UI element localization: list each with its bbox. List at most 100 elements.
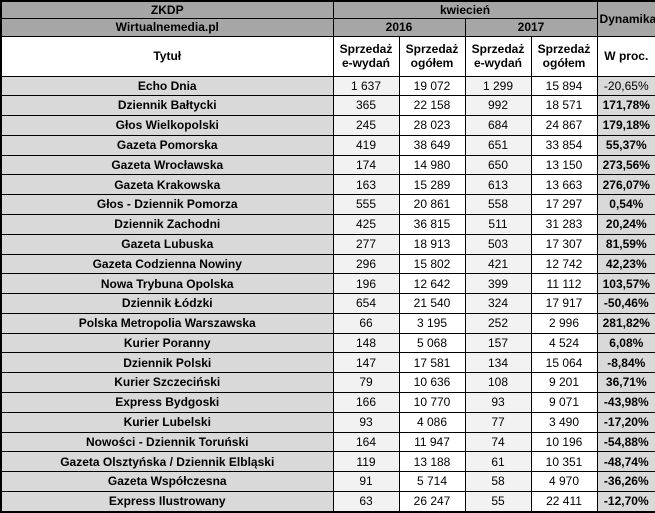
table-row: Echo Dnia 1 637 19 072 1 299 15 894 -20,65% bbox=[0, 75, 655, 97]
e-editions-2016-cell: 63 bbox=[332, 490, 400, 513]
total-sales-2016-cell: 10 770 bbox=[398, 392, 466, 413]
total-sales-2016-cell: 11 947 bbox=[398, 431, 466, 453]
header-row-years: Wirtualnemedia.pl 2016 2017 bbox=[0, 17, 655, 37]
dynamics-cell: -54,88% bbox=[596, 431, 655, 453]
total-sales-2017-cell: 12 742 bbox=[530, 253, 598, 275]
total-sales-2016-cell: 5 068 bbox=[398, 332, 466, 354]
total-sales-2017-cell: 4 524 bbox=[530, 332, 598, 354]
total-sales-2016-cell: 3 195 bbox=[398, 312, 466, 334]
e-editions-2016-cell: 245 bbox=[332, 115, 400, 136]
total-sales-2016-cell: 20 861 bbox=[398, 194, 466, 215]
table-row: Kurier Poranny 148 5 068 157 4 524 6,08% bbox=[0, 332, 655, 354]
row-title-cell: Nowa Trybuna Opolska bbox=[0, 273, 334, 295]
percent-column-header: W proc. bbox=[596, 35, 655, 77]
e-editions-2016-cell: 654 bbox=[332, 293, 400, 314]
row-title-cell: Express Bydgoski bbox=[0, 392, 334, 413]
e-editions-2017-cell: 55 bbox=[464, 490, 532, 513]
total-sales-2017-cell: 33 854 bbox=[530, 134, 598, 156]
total-sales-2016-cell: 12 642 bbox=[398, 273, 466, 295]
row-title-cell: Nowości - Dziennik Toruński bbox=[0, 431, 334, 453]
table-row: Nowości - Dziennik Toruński 164 11 947 74 10… bbox=[0, 431, 655, 453]
total-sales-2016-cell: 21 540 bbox=[398, 293, 466, 314]
row-title-cell: Gazeta Lubuska bbox=[0, 233, 334, 255]
dynamics-cell: -17,20% bbox=[596, 411, 655, 433]
e-editions-2016-cell: 277 bbox=[332, 233, 400, 255]
table-row: Express Ilustrowany 63 26 247 55 22 411 -12,7… bbox=[0, 490, 655, 513]
e-editions-2016-cell: 419 bbox=[332, 134, 400, 156]
table-row: Dziennik Zachodni 425 36 815 511 31 283 20,24… bbox=[0, 213, 655, 235]
table-row: Nowa Trybuna Opolska 196 12 642 399 11 112 10… bbox=[0, 273, 655, 295]
e-editions-2017-cell: 1 299 bbox=[464, 75, 532, 97]
table-row: Kurier Szczeciński 79 10 636 108 9 201 36,71% bbox=[0, 372, 655, 393]
row-title-cell: Dziennik Bałtycki bbox=[0, 95, 334, 117]
dynamics-cell: -50,46% bbox=[596, 293, 655, 314]
e-editions-2016-cell: 119 bbox=[332, 451, 400, 473]
row-title-cell: Polska Metropolia Warszawska bbox=[0, 312, 334, 334]
dynamics-cell: 276,07% bbox=[596, 174, 655, 196]
table-row: Express Bydgoski 166 10 770 93 9 071 -43,98% bbox=[0, 392, 655, 413]
month-header-cell: kwiecień bbox=[332, 0, 598, 19]
total-sales-2017-cell: 22 411 bbox=[530, 490, 598, 513]
table-row: Gazeta Pomorska 419 38 649 651 33 854 55,37% bbox=[0, 134, 655, 156]
row-title-cell: Dziennik Polski bbox=[0, 352, 334, 374]
row-title-cell: Gazeta Olsztyńska / Dziennik Elbląski bbox=[0, 451, 334, 473]
source-header-cell: Wirtualnemedia.pl bbox=[0, 17, 334, 37]
e-editions-2017-cell: 252 bbox=[464, 312, 532, 334]
dynamics-cell: 81,59% bbox=[596, 233, 655, 255]
e-editions-2017-cell: 58 bbox=[464, 471, 532, 492]
dynamics-cell: 103,57% bbox=[596, 273, 655, 295]
total-sales-2017-cell: 9 201 bbox=[530, 372, 598, 393]
table-row: Głos Wielkopolski 245 28 023 684 24 867 179,1… bbox=[0, 115, 655, 136]
table-row: Dziennik Bałtycki 365 22 158 992 18 571 171,7… bbox=[0, 95, 655, 117]
e-editions-2016-cell: 166 bbox=[332, 392, 400, 413]
e-editions-2016-cell: 163 bbox=[332, 174, 400, 196]
e-editions-2017-cell: 651 bbox=[464, 134, 532, 156]
total-sales-2017-cell: 15 064 bbox=[530, 352, 598, 374]
e-editions-2017-cell: 399 bbox=[464, 273, 532, 295]
table-row: Gazeta Olsztyńska / Dziennik Elbląski 119… bbox=[0, 451, 655, 473]
row-title-cell: Gazeta Współczesna bbox=[0, 471, 334, 492]
e-editions-2016-cell: 365 bbox=[332, 95, 400, 117]
dynamics-cell: -36,26% bbox=[596, 471, 655, 492]
row-title-cell: Express Ilustrowany bbox=[0, 490, 334, 513]
row-title-cell: Dziennik Zachodni bbox=[0, 213, 334, 235]
total-sales-2017-column-header: Sprzedaż ogółem bbox=[530, 35, 598, 77]
year-2016-header-cell: 2016 bbox=[332, 17, 466, 37]
total-sales-2017-cell: 9 071 bbox=[530, 392, 598, 413]
total-sales-2016-cell: 17 581 bbox=[398, 352, 466, 374]
total-sales-2017-cell: 17 307 bbox=[530, 233, 598, 255]
header-row-columns: Tytuł Sprzedaż e-wydań Sprzedaż ogółem S… bbox=[0, 35, 655, 77]
table-row: Głos - Dziennik Pomorza 555 20 861 558 17 29… bbox=[0, 194, 655, 215]
total-sales-2017-cell: 4 970 bbox=[530, 471, 598, 492]
dynamics-cell: 55,37% bbox=[596, 134, 655, 156]
dynamics-cell: -20,65% bbox=[596, 75, 655, 97]
e-editions-2017-cell: 74 bbox=[464, 431, 532, 453]
e-editions-2016-cell: 148 bbox=[332, 332, 400, 354]
total-sales-2016-cell: 18 913 bbox=[398, 233, 466, 255]
e-editions-2016-cell: 79 bbox=[332, 372, 400, 393]
row-title-cell: Gazeta Pomorska bbox=[0, 134, 334, 156]
total-sales-2017-cell: 17 297 bbox=[530, 194, 598, 215]
row-title-cell: Kurier Lubelski bbox=[0, 411, 334, 433]
total-sales-2017-cell: 11 112 bbox=[530, 273, 598, 295]
e-editions-2017-cell: 511 bbox=[464, 213, 532, 235]
e-editions-2017-cell: 157 bbox=[464, 332, 532, 354]
e-editions-2016-cell: 1 637 bbox=[332, 75, 400, 97]
dynamics-cell: 0,54% bbox=[596, 194, 655, 215]
e-editions-2016-cell: 555 bbox=[332, 194, 400, 215]
total-sales-2016-cell: 22 158 bbox=[398, 95, 466, 117]
table-row: Gazeta Wrocławska 174 14 980 650 13 150 273,5… bbox=[0, 154, 655, 176]
total-sales-2016-cell: 15 289 bbox=[398, 174, 466, 196]
e-editions-2016-cell: 147 bbox=[332, 352, 400, 374]
total-sales-2017-cell: 10 196 bbox=[530, 431, 598, 453]
total-sales-2017-cell: 10 351 bbox=[530, 451, 598, 473]
row-title-cell: Echo Dnia bbox=[0, 75, 334, 97]
header-row-org: ZKDP kwiecień Dynamika bbox=[0, 0, 655, 37]
e-editions-2016-cell: 91 bbox=[332, 471, 400, 492]
e-editions-2017-cell: 503 bbox=[464, 233, 532, 255]
total-sales-2016-cell: 5 714 bbox=[398, 471, 466, 492]
table-row: Kurier Lubelski 93 4 086 77 3 490 -17,20% bbox=[0, 411, 655, 433]
table-body: Echo Dnia 1 637 19 072 1 299 15 894 -20,65% Dz… bbox=[0, 75, 655, 513]
total-sales-2017-cell: 13 150 bbox=[530, 154, 598, 176]
